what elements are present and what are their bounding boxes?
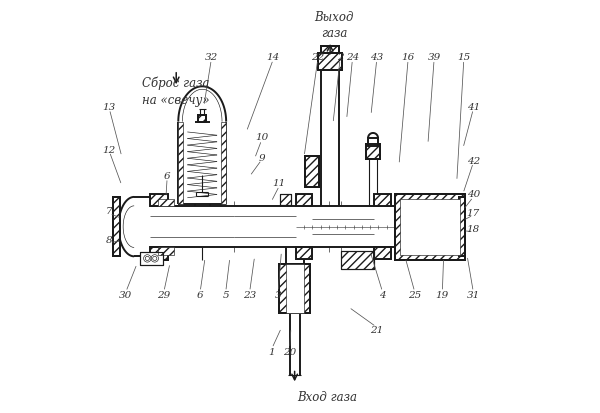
Text: 42: 42: [467, 157, 480, 166]
Bar: [140, 253, 163, 265]
Text: 40: 40: [467, 190, 480, 199]
Text: 6: 6: [164, 171, 170, 180]
Bar: [367, 145, 380, 159]
Bar: [374, 195, 391, 206]
Bar: [374, 195, 391, 206]
Text: 43: 43: [370, 53, 383, 62]
Text: 14: 14: [266, 53, 280, 62]
Text: 10: 10: [255, 133, 268, 142]
Text: 8: 8: [106, 236, 113, 245]
Bar: [113, 197, 119, 257]
Text: газа: газа: [321, 27, 347, 40]
Bar: [318, 54, 343, 71]
Text: 4: 4: [379, 290, 386, 299]
Text: 18: 18: [467, 225, 480, 234]
Text: 32: 32: [205, 53, 218, 62]
Text: 41: 41: [467, 102, 480, 112]
Bar: [150, 194, 169, 206]
Bar: [296, 248, 313, 259]
Bar: [178, 122, 183, 204]
Bar: [296, 195, 313, 206]
Bar: [296, 248, 313, 259]
Bar: [395, 194, 465, 260]
Text: 7: 7: [106, 207, 113, 216]
Bar: [198, 116, 206, 122]
Bar: [368, 139, 378, 147]
Text: 17: 17: [467, 208, 480, 217]
Text: Выход: Выход: [314, 11, 354, 24]
Text: 1: 1: [269, 347, 275, 356]
Bar: [280, 195, 291, 205]
Bar: [296, 195, 313, 206]
Text: 5: 5: [223, 290, 229, 299]
Text: 31: 31: [467, 290, 480, 299]
Bar: [395, 194, 465, 260]
Bar: [305, 157, 319, 188]
Bar: [341, 252, 374, 269]
Bar: [150, 248, 169, 260]
Bar: [286, 264, 304, 313]
Bar: [221, 122, 226, 204]
Text: 21: 21: [370, 325, 383, 335]
Text: 20: 20: [283, 347, 296, 356]
Text: 29: 29: [157, 290, 170, 299]
Bar: [279, 264, 310, 313]
Bar: [113, 197, 119, 257]
Text: 15: 15: [457, 53, 470, 62]
Bar: [459, 197, 465, 257]
Bar: [367, 145, 380, 159]
Text: 24: 24: [346, 53, 359, 62]
Bar: [280, 195, 291, 205]
Bar: [321, 47, 339, 54]
Bar: [321, 47, 339, 54]
Text: 25: 25: [408, 290, 421, 299]
Text: на «свечу»: на «свечу»: [142, 94, 210, 107]
Text: 30: 30: [119, 290, 133, 299]
Bar: [318, 54, 343, 71]
Bar: [158, 199, 174, 206]
Bar: [279, 264, 310, 313]
Bar: [158, 248, 174, 255]
Bar: [374, 248, 391, 259]
Text: 19: 19: [436, 290, 449, 299]
Text: 12: 12: [103, 145, 116, 154]
Text: Сброс газа: Сброс газа: [142, 76, 210, 90]
Text: 11: 11: [273, 179, 286, 188]
Bar: [140, 253, 163, 265]
Bar: [400, 199, 460, 255]
Text: 13: 13: [103, 102, 116, 112]
Text: 22: 22: [311, 53, 325, 62]
Text: Вход газа: Вход газа: [296, 390, 356, 403]
Text: 9: 9: [259, 154, 265, 162]
Text: 6: 6: [197, 290, 203, 299]
Text: 39: 39: [427, 53, 441, 62]
Bar: [305, 157, 319, 188]
Bar: [374, 248, 391, 259]
Bar: [459, 197, 465, 257]
Text: 23: 23: [243, 290, 256, 299]
Text: 3: 3: [275, 290, 281, 299]
Text: 2: 2: [337, 53, 343, 62]
Text: 16: 16: [401, 53, 415, 62]
Bar: [341, 252, 374, 269]
Bar: [150, 248, 169, 260]
Bar: [198, 116, 206, 122]
Bar: [150, 194, 169, 206]
